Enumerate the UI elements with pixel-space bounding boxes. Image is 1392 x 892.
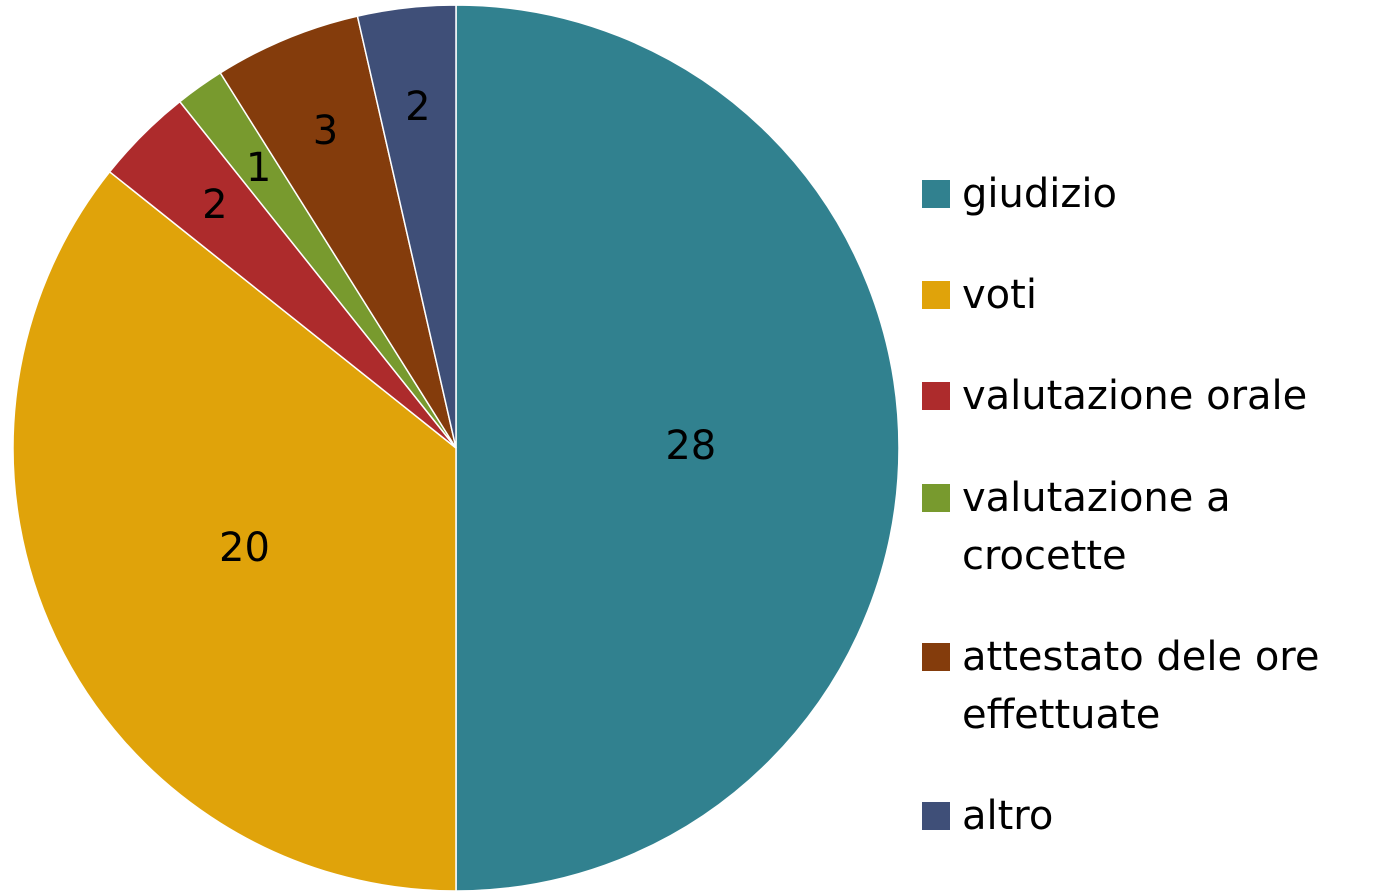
data-label: 1 [246,145,271,191]
data-label: 3 [313,108,338,154]
pie-slice [455,4,900,892]
legend-item: valutazione orale [922,367,1387,425]
legend-swatch [922,180,950,208]
data-label: 2 [405,84,430,130]
legend-item: valutazione a crocette [922,469,1387,585]
legend-label: voti [962,272,1037,319]
legend-swatch [922,483,950,512]
legend-swatch [922,281,950,310]
legend-swatch [922,642,950,671]
legend-swatch [922,382,950,411]
legend-item: voti [922,266,1387,324]
data-label: 2 [202,182,227,228]
legend-swatch [922,801,950,830]
legend-label: altro [962,792,1054,839]
legend-label: valutazione a crocette [962,474,1231,579]
legend: giudizio voti valutazione orale valutazione… [922,165,1387,845]
legend-item: altro [922,787,1387,845]
pie-slice [12,170,457,892]
pie-slice [356,4,457,449]
legend-label: attestato dele ore effettuate [962,633,1320,738]
legend-item: giudizio [922,165,1387,223]
data-label: 20 [219,525,270,571]
legend-item: attestato dele ore effettuate [922,628,1387,744]
legend-label: giudizio [962,171,1117,217]
data-label: 28 [665,423,716,469]
pie-slice [219,15,457,449]
legend-label: valutazione orale [962,373,1308,420]
